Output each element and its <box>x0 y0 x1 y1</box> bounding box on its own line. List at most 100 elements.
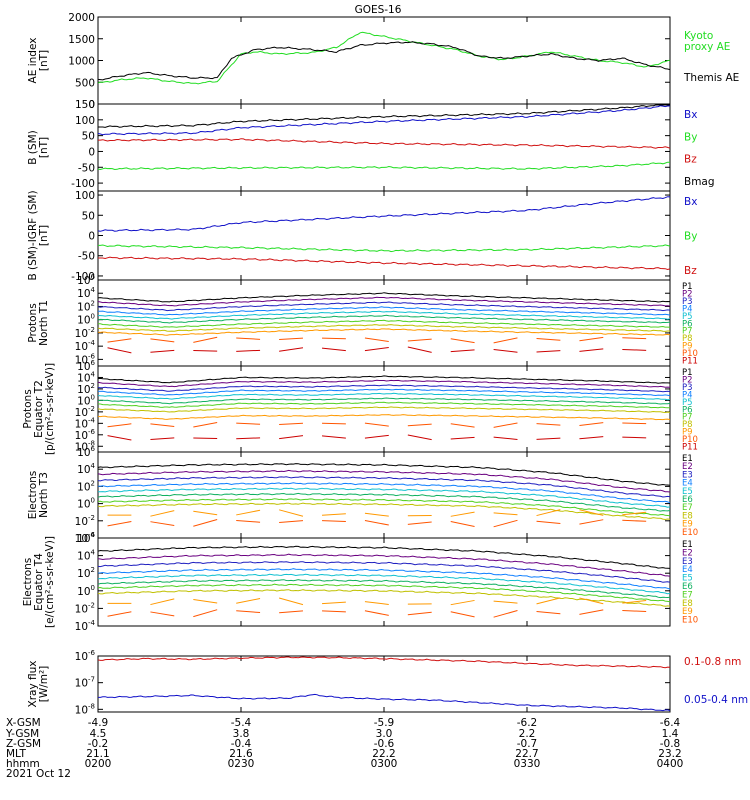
flux-line-E7 <box>97 583 671 603</box>
legend-P6: P6 <box>682 319 693 329</box>
flux-segment-E9 <box>150 598 175 606</box>
y-tick-label: 10-4 <box>75 416 96 430</box>
y-tick-label: 10-4 <box>75 339 96 353</box>
flux-segment-E10 <box>450 520 475 527</box>
y-axis-label: ElectronsEquator T4[e/(cm²-s-sr-keV)] <box>22 536 56 628</box>
y-tick-label: 10-6 <box>75 428 96 442</box>
y-axis-label: B (SM)-IGRF (SM)[nT] <box>27 190 50 280</box>
flux-segment-P10 <box>193 336 218 343</box>
footer-value: -5.4 <box>231 717 252 729</box>
legend-P11: P11 <box>682 443 698 453</box>
flux-line-P2 <box>97 379 671 388</box>
legend-E6: E6 <box>682 582 693 592</box>
flux-segment-P10 <box>107 423 132 428</box>
series-line-1 <box>97 161 671 171</box>
panel-3: -100 -50 0 50 100 B (SM)-IGRF (SM)[nT] Bx By Bz <box>27 190 697 283</box>
flux-segment-P10 <box>279 337 303 340</box>
y-tick-label: 100 <box>75 115 95 127</box>
flux-segment-P11 <box>279 435 304 440</box>
y-tick-label: -100 <box>71 178 95 190</box>
flux-line-P6 <box>97 314 671 324</box>
legend-P8: P8 <box>682 420 693 430</box>
footer-value: -4.9 <box>88 717 109 729</box>
flux-segment-P11 <box>536 350 561 353</box>
series-line-2 <box>98 256 671 271</box>
flux-line-E8 <box>97 502 671 521</box>
y-tick-label: 102 <box>77 382 95 396</box>
flux-line-P3 <box>97 301 671 312</box>
flux-line-E2 <box>97 553 671 577</box>
flux-segment-E9 <box>278 597 304 606</box>
flux-segment-E9 <box>150 510 175 517</box>
legend-P3: P3 <box>682 383 693 393</box>
flux-segment-E10 <box>193 609 218 618</box>
legend-P5: P5 <box>682 398 693 408</box>
flux-segment-P11 <box>450 436 475 440</box>
legend-P1: P1 <box>682 368 693 378</box>
legend-P8: P8 <box>682 334 693 344</box>
panel-frame <box>97 16 671 105</box>
panel-frame <box>97 655 671 713</box>
flux-segment-E9 <box>450 599 475 606</box>
series-line-1 <box>98 693 671 712</box>
legend-E9: E9 <box>682 520 693 530</box>
flux-line-P5 <box>97 392 671 401</box>
flux-segment-P11 <box>622 436 647 439</box>
legend-E1: E1 <box>682 540 693 550</box>
y-tick-label: 106 <box>77 273 95 287</box>
flux-line-P1 <box>97 375 671 384</box>
flux-line-P2 <box>97 296 671 307</box>
legend-E1: E1 <box>682 454 693 464</box>
legend-E5: E5 <box>682 574 693 584</box>
legend-E9: E9 <box>682 607 693 617</box>
flux-segment-P11 <box>450 349 475 353</box>
y-axis-label: ProtonsEquator T2[p/(cm²-s-sr-keV)] <box>22 363 56 455</box>
series-line-0 <box>97 656 671 669</box>
legend-P5: P5 <box>682 312 693 322</box>
flux-segment-P10 <box>579 422 604 427</box>
footer-row-label: MLT <box>6 748 26 760</box>
flux-segment-E10 <box>493 610 518 618</box>
series-line-0 <box>97 105 670 136</box>
y-axis-label: ElectronsNorth T3 <box>27 471 50 520</box>
series-line-1 <box>98 244 671 253</box>
y-tick-label: 1500 <box>68 34 95 46</box>
flux-segment-E10 <box>322 610 346 613</box>
flux-segment-P11 <box>150 437 175 440</box>
flux-segment-E10 <box>622 609 647 613</box>
footer-value: 0200 <box>85 758 112 770</box>
flux-segment-P10 <box>450 338 475 344</box>
footer-row-label: Z-GSM <box>6 738 41 750</box>
plot-title: GOES-16 <box>355 4 402 16</box>
flux-segment-P11 <box>193 437 218 440</box>
flux-line-E2 <box>97 469 671 493</box>
footer-value: 1.4 <box>662 728 679 740</box>
flux-line-E7 <box>97 498 671 517</box>
y-tick-label: 0 <box>88 146 95 158</box>
legend-E6: E6 <box>682 495 693 505</box>
flux-segment-E9 <box>322 601 346 605</box>
flux-segment-P10 <box>622 337 647 340</box>
legend-E10: E10 <box>682 528 698 538</box>
legend-E5: E5 <box>682 487 693 497</box>
flux-segment-P11 <box>579 436 604 440</box>
flux-segment-E10 <box>536 520 561 524</box>
y-tick-label: 104 <box>77 370 95 384</box>
flux-segment-P10 <box>322 337 346 340</box>
flux-line-E4 <box>98 482 671 504</box>
flux-segment-E9 <box>536 509 561 517</box>
legend-P2: P2 <box>682 289 693 299</box>
flux-segment-E10 <box>579 519 604 525</box>
flux-segment-E10 <box>322 520 346 523</box>
legend-P9: P9 <box>682 428 693 438</box>
flux-segment-E10 <box>150 521 175 526</box>
y-tick-label: 102 <box>77 299 95 313</box>
footer-value: -0.4 <box>231 738 252 750</box>
y-tick-label: 10-8 <box>75 702 95 716</box>
flux-segment-E9 <box>364 601 389 605</box>
series-line-2 <box>98 138 671 149</box>
flux-line-P9 <box>97 414 671 421</box>
flux-segment-P10 <box>536 338 561 341</box>
legend-P3: P3 <box>682 297 693 307</box>
